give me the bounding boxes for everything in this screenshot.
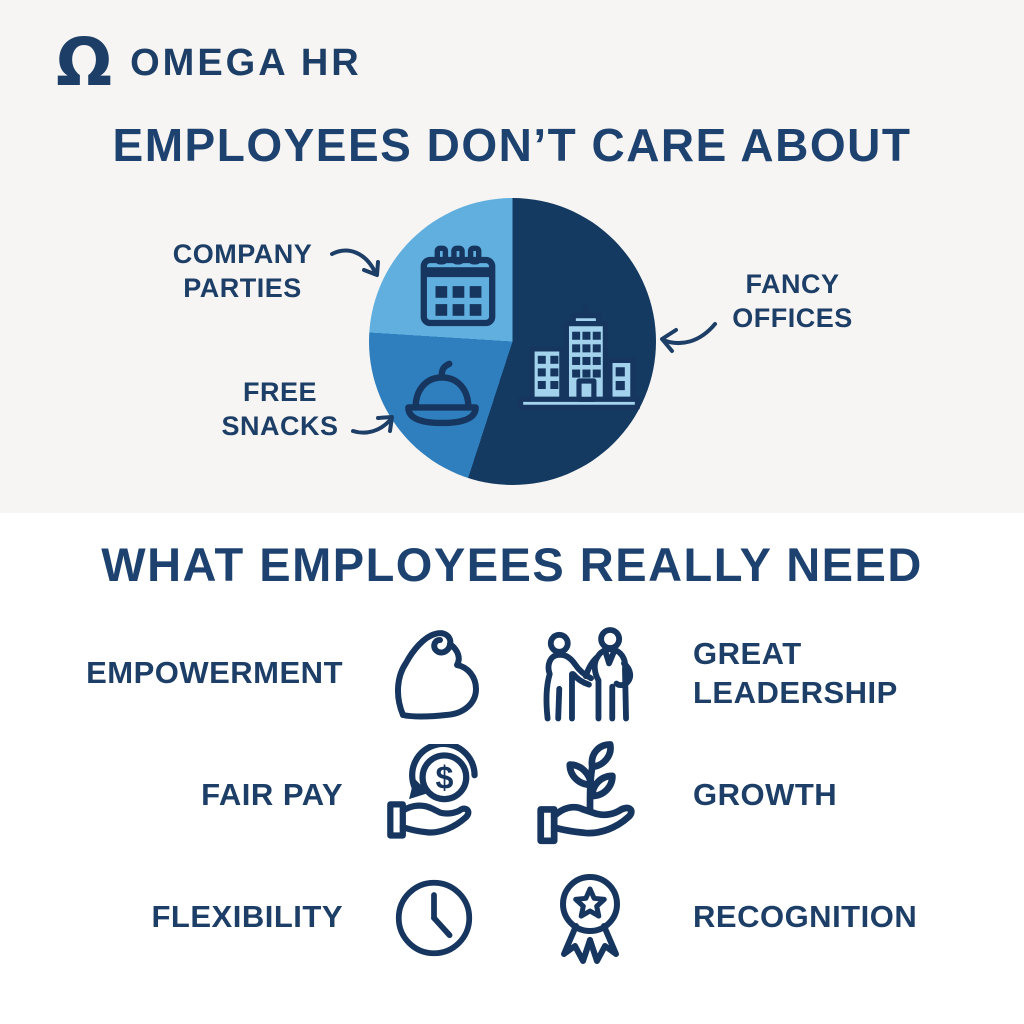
callout-free-snacks: FREE SNACKS (221, 377, 339, 441)
pie-chart (369, 198, 656, 485)
need-label-flexibility: FLEXIBILITY (151, 899, 343, 935)
flexed-bicep-icon (369, 624, 499, 724)
brand-name: OMEGA HR (130, 41, 362, 84)
dont-care-section: Ω OMEGA HR EMPLOYEES DON’T CARE ABOUT (0, 0, 1024, 513)
need-label-fair-pay: FAIR PAY (201, 777, 343, 813)
dollar-sign: $ (435, 759, 453, 795)
need-label-empowerment: EMPOWERMENT (86, 655, 343, 691)
clock-icon (369, 877, 499, 959)
really-need-section: WHAT EMPLOYEES REALLY NEED EMPOWERMENT (0, 513, 1024, 1024)
award-ribbon-icon (525, 866, 655, 970)
hand-coin-refund-icon: $ (369, 743, 499, 848)
brand-logo: Ω OMEGA HR (56, 30, 362, 96)
bottom-section-title: WHAT EMPLOYEES REALLY NEED (101, 538, 923, 591)
free-snacks-arrow-icon (351, 415, 394, 435)
food-cloche-icon (405, 360, 479, 427)
top-section-title: EMPLOYEES DON’T CARE ABOUT (112, 119, 912, 171)
needs-grid: EMPOWERMENT GREAT LEADERSHIP (23, 613, 1001, 979)
office-buildings-icon (518, 305, 640, 410)
hand-sprout-icon (525, 740, 655, 852)
fancy-offices-arrow-icon (660, 322, 717, 353)
omega-logo-icon: Ω (56, 24, 113, 101)
company-parties-arrow-icon (330, 248, 380, 277)
need-label-growth: GROWTH (693, 777, 838, 813)
need-label-great-leadership: GREAT LEADERSHIP (693, 635, 898, 710)
two-people-handshake-icon (525, 621, 655, 727)
callout-fancy-offices: FANCY OFFICES (732, 269, 853, 333)
need-label-recognition: RECOGNITION (693, 899, 918, 935)
calendar-icon (420, 245, 496, 327)
callout-company-parties: COMPANY PARTIES (172, 239, 313, 303)
